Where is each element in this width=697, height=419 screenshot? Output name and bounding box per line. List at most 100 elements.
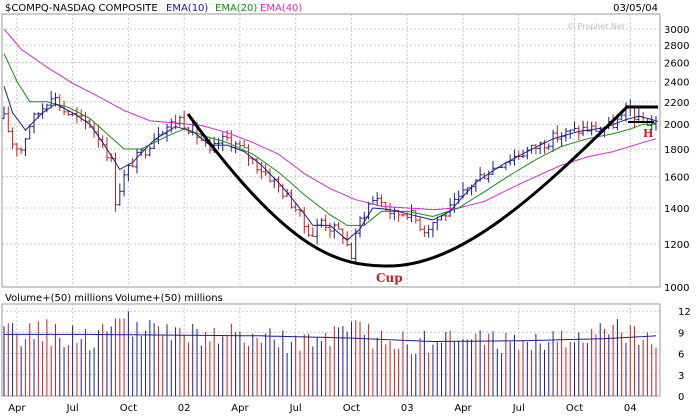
- ohlc-bar: [169, 118, 174, 133]
- ohlc-bar: [242, 140, 247, 149]
- axes: 1000 1200 1400 1600 1800 2000 2200 2400 2600 2800…: [8, 25, 691, 414]
- ohlc-bar: [430, 221, 435, 238]
- ohlc-bar: [589, 121, 594, 136]
- ohlc-bar: [156, 127, 161, 145]
- ohlc-bar: [576, 125, 581, 141]
- volume-ma-line: [4, 333, 657, 342]
- ohlc-bar: [237, 140, 242, 149]
- ohlc-bar: [533, 143, 538, 155]
- ohlc-bar: [593, 121, 598, 132]
- ema20-line: [3, 53, 656, 226]
- price-tick-label: 1600: [664, 173, 689, 184]
- x-tick-label: 02: [178, 403, 191, 414]
- price-tick-label: 2600: [664, 59, 689, 70]
- ohlc-bar: [336, 222, 341, 230]
- ohlc-bar: [375, 192, 380, 207]
- price-tick-label: 3000: [664, 25, 689, 36]
- ohlc-bar: [473, 179, 478, 192]
- ohlc-bar: [426, 224, 431, 238]
- ohlc-bar: [147, 145, 152, 157]
- volume-tick-label: 6: [678, 350, 684, 361]
- ohlc-bar: [598, 126, 603, 132]
- ohlc-bar: [225, 130, 230, 141]
- ohlc-bar: [418, 216, 423, 232]
- price-tick-label: 2400: [664, 77, 689, 88]
- x-tick-label: Jul: [512, 403, 525, 414]
- ohlc-bar: [619, 114, 624, 120]
- cup-handle-pattern: [186, 104, 658, 268]
- price-panel: [1, 13, 661, 288]
- ohlc-bar: [581, 120, 586, 137]
- moving-averages: [3, 28, 657, 241]
- x-tick-label: Jul: [289, 403, 302, 414]
- legend-ema40: EMA(40): [260, 3, 302, 14]
- ohlc-bar: [32, 112, 37, 134]
- ohlc-bar: [486, 170, 491, 183]
- volume-label-2: Volume+(50) millions: [115, 293, 223, 304]
- price-tick-label: 1000: [664, 283, 689, 294]
- ohlc-bar: [332, 222, 337, 239]
- ohlc-bar: [572, 121, 577, 132]
- ohlc-bar: [654, 115, 658, 131]
- ohlc-bar: [289, 189, 294, 209]
- ohlc-bar: [10, 127, 15, 150]
- ohlc-bar: [362, 211, 367, 226]
- ohlc-bar: [276, 176, 281, 193]
- ohlc-bar: [435, 216, 440, 231]
- cup-annotation: Cup: [376, 271, 403, 285]
- chart-date: 03/05/04: [613, 3, 658, 14]
- ohlc-bar: [134, 148, 139, 174]
- handle-annotation: H: [643, 127, 653, 140]
- x-tick-label: Apr: [454, 403, 472, 414]
- ohlc-bar: [546, 143, 551, 150]
- ohlc-bar: [165, 124, 169, 142]
- x-tick-label: Apr: [231, 403, 249, 414]
- ohlc-bar: [555, 125, 560, 143]
- watermark: © Prophet.Net: [567, 22, 625, 31]
- ohlc-bar: [310, 227, 315, 238]
- volume-tick-label: 9: [678, 328, 684, 339]
- x-tick-label: 03: [401, 403, 414, 414]
- ohlc-bar: [409, 204, 414, 222]
- ohlc-bar: [126, 164, 131, 182]
- ema10-line: [3, 86, 657, 241]
- ohlc-bar: [323, 214, 328, 232]
- ohlc-bar: [358, 216, 363, 238]
- ohlc-bar: [23, 138, 28, 157]
- x-tick-label: Oct: [566, 403, 583, 414]
- price-tick-label: 2800: [664, 41, 689, 52]
- ohlc-bar: [27, 124, 32, 140]
- x-tick-label: Jul: [66, 403, 79, 414]
- ohlc-bar: [525, 146, 530, 160]
- ohlc-bar: [14, 143, 19, 157]
- ohlc-bar: [491, 161, 495, 175]
- ohlc-bar: [448, 198, 453, 217]
- cup-curve: [186, 104, 630, 268]
- volume-tick-label: 3: [678, 371, 684, 382]
- ohlc-bar: [255, 158, 260, 174]
- volume-tick-label: 0: [678, 392, 684, 403]
- ohlc-bar: [6, 106, 11, 133]
- volume-bars: [3, 311, 657, 396]
- ohlc-bar: [349, 242, 354, 260]
- price-tick-label: 1800: [664, 145, 689, 156]
- ohlc-bar: [79, 109, 84, 122]
- x-tick-label: Oct: [343, 403, 360, 414]
- ohlc-bar: [306, 223, 311, 237]
- x-tick-label: Apr: [8, 403, 26, 414]
- ohlc-bar: [122, 169, 127, 197]
- x-tick-label: 04: [624, 403, 637, 414]
- ohlc-bar: [182, 110, 187, 129]
- ohlc-bar: [400, 213, 405, 217]
- price-tick-label: 1400: [664, 204, 689, 215]
- price-tick-label: 2000: [664, 120, 689, 131]
- ohlc-bar: [49, 90, 54, 109]
- ohlc-bar: [19, 147, 24, 155]
- volume-panel: [1, 303, 661, 397]
- ohlc-bar: [2, 106, 6, 120]
- ohlc-bar: [293, 203, 298, 213]
- ohlc-bar: [512, 149, 517, 166]
- ohlc-bar: [482, 172, 487, 180]
